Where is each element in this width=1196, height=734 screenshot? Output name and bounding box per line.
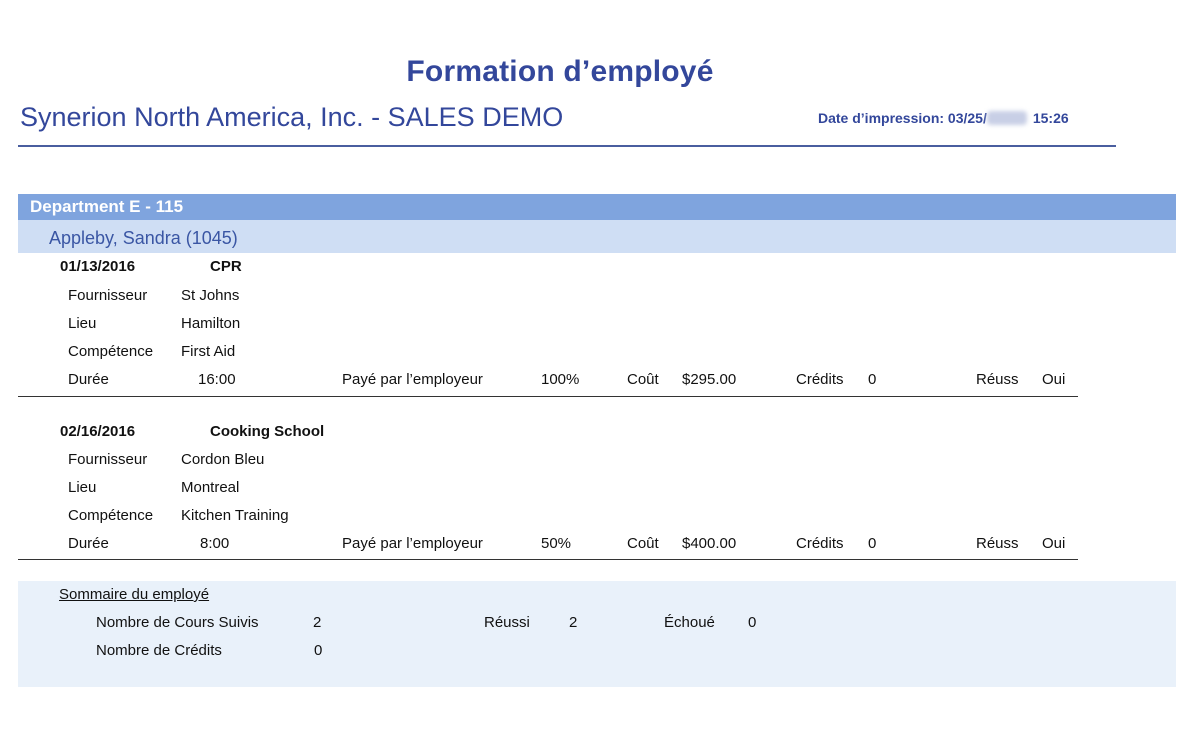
print-date: Date d’impression: 03/25/15:26 xyxy=(818,110,1069,126)
credits-value: 0 xyxy=(868,371,877,388)
skill-label: Compétence xyxy=(68,507,154,524)
company-name: Synerion North America, Inc. - SALES DEM… xyxy=(20,102,564,132)
credits-label: Crédits xyxy=(796,371,844,388)
location-value: Montreal xyxy=(181,479,240,496)
cost-value: $295.00 xyxy=(682,371,737,388)
passed-label: Réuss xyxy=(976,535,1019,552)
cost-value: $400.00 xyxy=(682,535,737,552)
paid-percent-value: 50% xyxy=(541,535,572,552)
course-date: 01/13/2016 xyxy=(60,258,136,275)
skill-value: First Aid xyxy=(181,343,236,360)
credits-total-value: 0 xyxy=(314,642,323,659)
course-date: 02/16/2016 xyxy=(60,423,136,440)
provider-label: Fournisseur xyxy=(68,287,148,304)
courses-taken-label: Nombre de Cours Suivis xyxy=(96,614,259,631)
cost-label: Coût xyxy=(627,371,659,388)
duration-label: Durée xyxy=(68,371,109,388)
passed-count-value: 2 xyxy=(569,614,578,631)
failed-count-label: Échoué xyxy=(664,614,715,631)
skill-label: Compétence xyxy=(68,343,154,360)
location-label: Lieu xyxy=(68,315,97,332)
paid-by-employer-label: Payé par l’employeur xyxy=(342,535,483,552)
passed-label: Réuss xyxy=(976,371,1019,388)
passed-count-label: Réussi xyxy=(484,614,530,631)
course-name: CPR xyxy=(210,258,242,275)
duration-value: 8:00 xyxy=(200,535,230,552)
failed-count-value: 0 xyxy=(748,614,757,631)
passed-value: Oui xyxy=(1042,371,1066,388)
location-value: Hamilton xyxy=(181,315,241,332)
print-time: 15:26 xyxy=(1032,110,1069,126)
provider-value: Cordon Bleu xyxy=(181,451,265,468)
duration-label: Durée xyxy=(68,535,109,552)
credits-value: 0 xyxy=(868,535,877,552)
course-divider xyxy=(18,559,1078,560)
passed-value: Oui xyxy=(1042,535,1066,552)
print-date-label: Date d’impression: 03/25/ xyxy=(818,110,987,126)
cost-label: Coût xyxy=(627,535,659,552)
credits-label: Crédits xyxy=(796,535,844,552)
courses-taken-value: 2 xyxy=(313,614,322,631)
provider-value: St Johns xyxy=(181,287,240,304)
employee-header: Appleby, Sandra (1045) xyxy=(18,220,1176,253)
report-title: Formation d’employé xyxy=(406,55,714,88)
paid-by-employer-label: Payé par l’employeur xyxy=(342,371,483,388)
provider-label: Fournisseur xyxy=(68,451,148,468)
course-divider xyxy=(18,396,1078,397)
redacted-year xyxy=(986,111,1027,125)
employee-summary xyxy=(18,581,1176,687)
course-name: Cooking School xyxy=(210,423,325,440)
header-divider xyxy=(18,145,1116,147)
credits-total-label: Nombre de Crédits xyxy=(96,642,222,659)
duration-value: 16:00 xyxy=(198,371,236,388)
department-header: Department E - 115 xyxy=(18,194,1176,220)
skill-value: Kitchen Training xyxy=(181,507,289,524)
paid-percent-value: 100% xyxy=(541,371,580,388)
location-label: Lieu xyxy=(68,479,97,496)
summary-heading: Sommaire du employé xyxy=(59,586,210,603)
